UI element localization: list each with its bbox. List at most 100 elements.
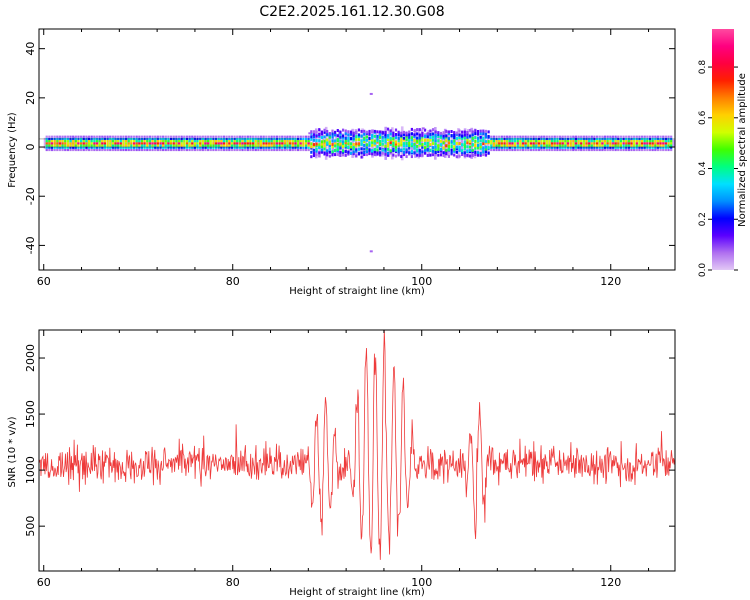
- spectrogram-cell: [217, 142, 220, 145]
- spectrogram-cell: [627, 148, 630, 152]
- spectrogram-cell: [58, 140, 62, 143]
- spectrogram-cell: [540, 148, 543, 152]
- spectrogram-cell: [61, 140, 64, 143]
- spectrogram-cell: [611, 146, 615, 149]
- spectrogram-cell: [56, 142, 59, 145]
- spectrogram-cell: [590, 142, 593, 145]
- spectrogram-cell: [156, 140, 159, 143]
- spectrogram-cell: [580, 142, 583, 145]
- spectrogram-cell: [556, 148, 559, 152]
- spectrogram-cell: [225, 140, 228, 143]
- spectrogram-cell: [648, 146, 652, 149]
- spectrogram-cell: [162, 148, 165, 152]
- spectrogram-cell: [180, 146, 183, 149]
- spectrogram-cell: [209, 148, 212, 152]
- spectrogram-cell: [310, 155, 313, 159]
- spectrogram-cell: [529, 135, 533, 138]
- spectrogram-cell: [207, 148, 210, 152]
- spectrogram-cell: [606, 135, 609, 138]
- spectrogram-cell: [233, 144, 236, 147]
- spectrogram-cell: [341, 153, 345, 157]
- spectrogram-cell: [646, 144, 649, 147]
- spectrogram-cell: [614, 144, 617, 147]
- spectrogram-cell: [484, 147, 488, 151]
- spectrogram-cell: [328, 150, 331, 154]
- spectrogram-cell: [373, 141, 376, 145]
- spectrogram-cell: [257, 140, 260, 143]
- spectrogram-cell: [233, 140, 236, 143]
- spectrogram-cell: [495, 140, 498, 143]
- spectrogram-cell: [304, 135, 308, 138]
- spectrogram-cell: [132, 135, 136, 138]
- spectrogram-cell: [471, 138, 474, 142]
- spectrogram-cell: [307, 146, 310, 149]
- spectrogram-cell: [334, 139, 337, 143]
- spectrogram-cell: [482, 146, 485, 150]
- spectrogram-cell: [310, 135, 313, 139]
- spectrogram-cell: [521, 144, 525, 147]
- spectrogram-cell: [439, 139, 443, 143]
- spectrogram-cell: [289, 148, 292, 152]
- spectrogram-cell: [519, 144, 522, 147]
- spectrogram-cell: [122, 135, 125, 138]
- spectrogram-cell: [379, 147, 382, 151]
- spectrogram-cell: [506, 142, 509, 145]
- spectrogram-cell: [101, 140, 104, 143]
- spectrogram-cell: [667, 142, 670, 145]
- spectrogram-cell: [278, 140, 281, 143]
- spectrogram-cell: [389, 151, 392, 155]
- spectrogram-cell: [513, 146, 517, 149]
- spectrogram-cell: [320, 142, 324, 146]
- spectrogram-cell: [508, 142, 511, 145]
- spectrogram-cell: [659, 135, 662, 138]
- spectrogram-cell: [87, 144, 91, 147]
- spectrogram-cell: [270, 142, 273, 145]
- spectrogram-cell: [87, 135, 91, 138]
- spectrogram-cell: [498, 144, 501, 147]
- spectrogram-cell: [119, 142, 122, 145]
- spectrogram-cell: [318, 143, 321, 147]
- spectrogram-cell: [447, 131, 451, 135]
- spectrogram-cell: [185, 142, 189, 145]
- spectrogram-cell: [445, 129, 448, 133]
- spectrogram-cell: [381, 139, 384, 143]
- spectrogram-cell: [476, 136, 480, 140]
- spectrogram-cell: [217, 135, 220, 138]
- spectrogram-cell: [201, 140, 204, 143]
- spectrogram-cell: [371, 130, 374, 134]
- spectrogram-cell: [434, 152, 437, 156]
- spectrogram-cell: [302, 144, 305, 147]
- spectrogram-cell: [439, 135, 443, 139]
- spectrogram-cell: [416, 136, 419, 140]
- spectrogram-cell: [413, 135, 416, 139]
- spectrogram-cell: [230, 142, 234, 145]
- spectrogram-cell: [413, 138, 416, 142]
- spectrogram-cell: [368, 141, 371, 145]
- spectrogram-cell: [595, 146, 599, 149]
- spectrogram-cell: [466, 141, 469, 145]
- spectrogram-cell: [283, 148, 286, 152]
- spectrogram-cell: [646, 148, 649, 152]
- spectrogram-cell: [529, 140, 533, 143]
- spectrogram-cell: [606, 146, 609, 149]
- spectrogram-cell: [273, 146, 276, 149]
- spectrogram-cell: [437, 144, 440, 148]
- spectrogram-cell: [479, 139, 482, 143]
- spectrogram-cell: [619, 148, 623, 152]
- spectrogram-cell: [191, 148, 194, 152]
- spectrogram-cell: [492, 135, 495, 138]
- spectrogram-cell: [201, 142, 204, 145]
- spectrogram-x-tick-label: 60: [37, 275, 51, 288]
- spectrogram-cell: [283, 144, 286, 147]
- spectrogram-cell: [418, 151, 421, 155]
- spectrogram-cell: [635, 135, 638, 138]
- spectrogram-cell: [389, 149, 392, 153]
- spectrogram-cell: [318, 154, 321, 158]
- spectrogram-cell: [476, 129, 480, 133]
- spectrogram-cell: [445, 144, 448, 148]
- spectrogram-cell: [124, 144, 128, 147]
- spectrogram-cell: [627, 142, 630, 145]
- spectrogram-cell: [498, 146, 501, 149]
- spectrogram-cell: [476, 151, 480, 155]
- spectrogram-cell: [111, 144, 114, 147]
